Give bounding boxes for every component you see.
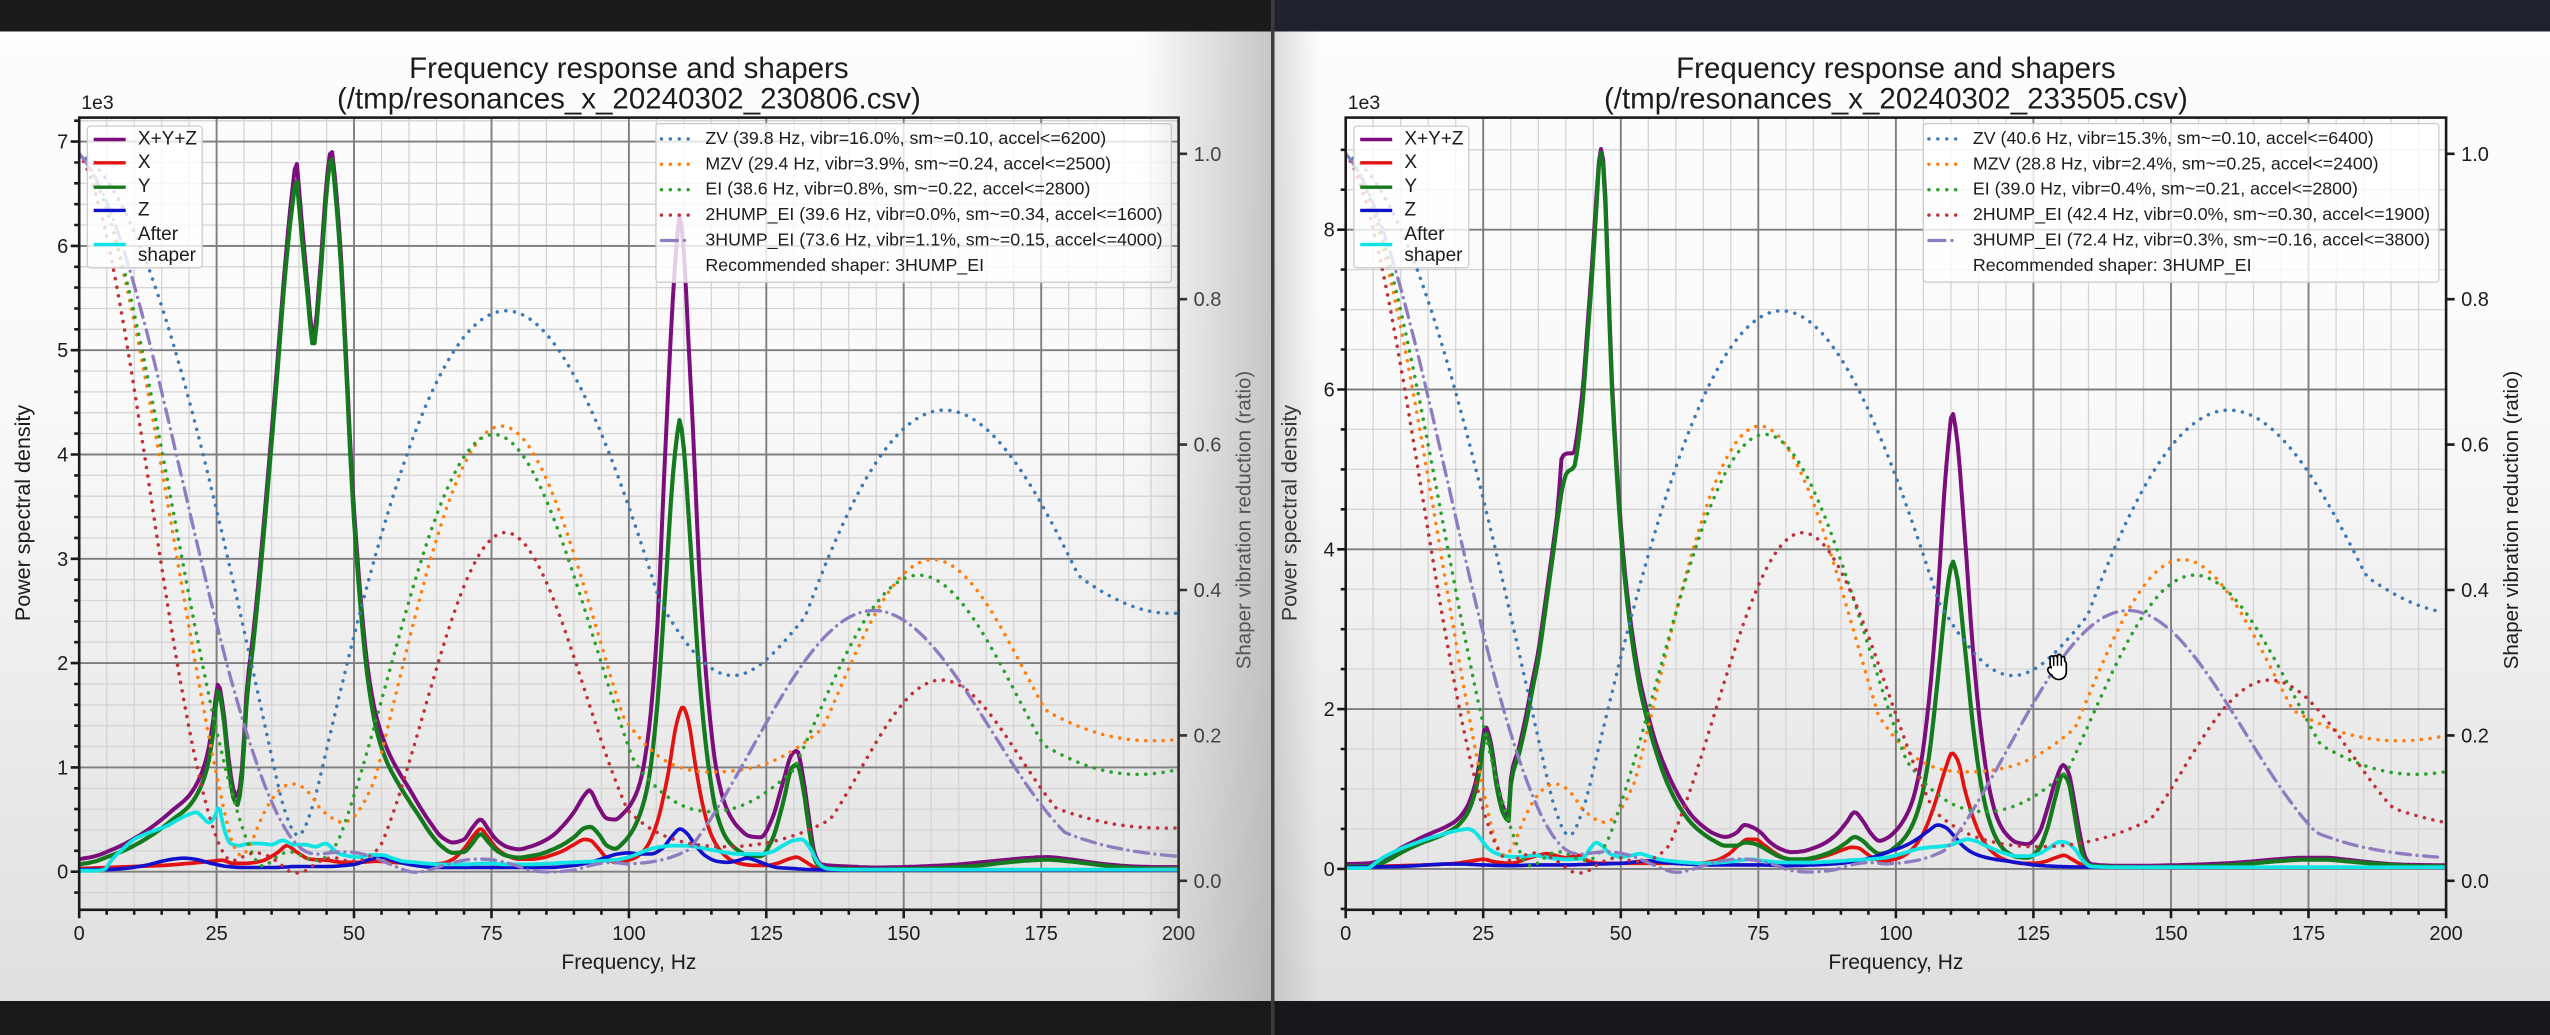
svg-text:25: 25 — [1472, 923, 1494, 945]
svg-text:25: 25 — [205, 923, 227, 945]
svg-text:ZV (39.8 Hz, vibr=16.0%, sm~=0: ZV (39.8 Hz, vibr=16.0%, sm~=0.10, accel… — [705, 128, 1106, 148]
svg-text:1: 1 — [57, 757, 68, 779]
svg-text:0.4: 0.4 — [2461, 580, 2489, 602]
svg-text:Recommended shaper: 3HUMP_EI: Recommended shaper: 3HUMP_EI — [1973, 255, 2252, 276]
svg-text:4: 4 — [1324, 539, 1335, 561]
svg-text:Shaper vibration reduction (ra: Shaper vibration reduction (ratio) — [2500, 371, 2523, 670]
svg-text:125: 125 — [2017, 923, 2050, 945]
svg-text:Z: Z — [1404, 199, 1416, 220]
svg-text:1.0: 1.0 — [2461, 144, 2489, 166]
svg-text:Y: Y — [1404, 176, 1417, 197]
svg-text:6: 6 — [1324, 380, 1335, 402]
svg-text:ZV (40.6 Hz, vibr=15.3%, sm~=0: ZV (40.6 Hz, vibr=15.3%, sm~=0.10, accel… — [1973, 128, 2374, 148]
svg-text:After: After — [1404, 224, 1445, 245]
svg-text:After: After — [138, 224, 179, 245]
svg-text:125: 125 — [750, 923, 783, 945]
svg-text:3: 3 — [57, 549, 68, 571]
svg-text:2HUMP_EI (39.6 Hz, vibr=0.0%,: 2HUMP_EI (39.6 Hz, vibr=0.0%, sm~=0.34, … — [705, 204, 1162, 225]
svg-text:0.2: 0.2 — [2461, 725, 2489, 747]
svg-text:Frequency, Hz: Frequency, Hz — [1828, 951, 1963, 974]
svg-text:2: 2 — [1324, 699, 1335, 721]
svg-text:Frequency response and shapers: Frequency response and shapers — [409, 52, 849, 85]
svg-text:175: 175 — [2292, 923, 2325, 945]
svg-text:50: 50 — [1610, 923, 1632, 945]
svg-text:0.0: 0.0 — [2461, 871, 2489, 893]
svg-text:175: 175 — [1025, 923, 1058, 945]
svg-text:0: 0 — [1324, 859, 1335, 881]
svg-text:0: 0 — [57, 862, 68, 884]
svg-text:50: 50 — [343, 923, 365, 945]
svg-text:Frequency response and shapers: Frequency response and shapers — [1676, 52, 2116, 85]
svg-text:Recommended shaper: 3HUMP_EI: Recommended shaper: 3HUMP_EI — [705, 255, 984, 276]
svg-text:Z: Z — [138, 199, 150, 220]
svg-text:75: 75 — [480, 923, 502, 945]
svg-text:shaper: shaper — [1404, 245, 1463, 266]
svg-text:100: 100 — [1879, 923, 1912, 945]
svg-text:1e3: 1e3 — [1348, 92, 1381, 114]
svg-text:EI (38.6 Hz, vibr=0.8%, sm~=0.: EI (38.6 Hz, vibr=0.8%, sm~=0.22, accel<… — [705, 179, 1090, 199]
svg-text:X: X — [1404, 152, 1417, 173]
svg-text:Power spectral density: Power spectral density — [11, 405, 35, 622]
svg-text:0: 0 — [1340, 923, 1351, 945]
svg-text:150: 150 — [2154, 923, 2187, 945]
svg-text:shaper: shaper — [138, 245, 197, 266]
svg-text:0.8: 0.8 — [2461, 289, 2489, 311]
svg-text:7: 7 — [57, 132, 68, 154]
svg-text:MZV (28.8 Hz, vibr=2.4%, sm~=0: MZV (28.8 Hz, vibr=2.4%, sm~=0.25, accel… — [1973, 153, 2379, 173]
svg-text:(/tmp/resonances_x_20240302_23: (/tmp/resonances_x_20240302_230806.csv) — [337, 83, 921, 116]
svg-text:5: 5 — [57, 340, 68, 362]
svg-text:(/tmp/resonances_x_20240302_23: (/tmp/resonances_x_20240302_233505.csv) — [1604, 83, 2188, 116]
svg-text:1e3: 1e3 — [81, 92, 114, 114]
svg-text:0.6: 0.6 — [2461, 435, 2489, 457]
svg-text:X: X — [138, 152, 151, 173]
svg-text:150: 150 — [887, 923, 920, 945]
svg-text:0: 0 — [74, 923, 85, 945]
svg-text:200: 200 — [2429, 923, 2462, 945]
svg-text:Frequency, Hz: Frequency, Hz — [561, 951, 696, 974]
svg-text:4: 4 — [57, 445, 68, 467]
svg-text:100: 100 — [612, 923, 645, 945]
svg-text:X+Y+Z: X+Y+Z — [1404, 129, 1464, 150]
svg-text:2HUMP_EI (42.4 Hz, vibr=0.0%,: 2HUMP_EI (42.4 Hz, vibr=0.0%, sm~=0.30, … — [1973, 204, 2430, 225]
svg-text:3HUMP_EI (72.4 Hz, vibr=0.3%,: 3HUMP_EI (72.4 Hz, vibr=0.3%, sm~=0.16, … — [1973, 230, 2430, 251]
svg-text:Y: Y — [138, 176, 151, 197]
svg-text:X+Y+Z: X+Y+Z — [138, 129, 198, 150]
svg-text:MZV (29.4 Hz, vibr=3.9%, sm~=0: MZV (29.4 Hz, vibr=3.9%, sm~=0.24, accel… — [705, 153, 1111, 173]
svg-text:8: 8 — [1324, 220, 1335, 242]
svg-text:2: 2 — [57, 653, 68, 675]
svg-text:3HUMP_EI (73.6 Hz, vibr=1.1%,: 3HUMP_EI (73.6 Hz, vibr=1.1%, sm~=0.15, … — [705, 230, 1162, 251]
svg-text:6: 6 — [57, 236, 68, 258]
svg-text:EI (39.0 Hz, vibr=0.4%, sm~=0.: EI (39.0 Hz, vibr=0.4%, sm~=0.21, accel<… — [1973, 179, 2358, 199]
svg-text:75: 75 — [1747, 923, 1769, 945]
